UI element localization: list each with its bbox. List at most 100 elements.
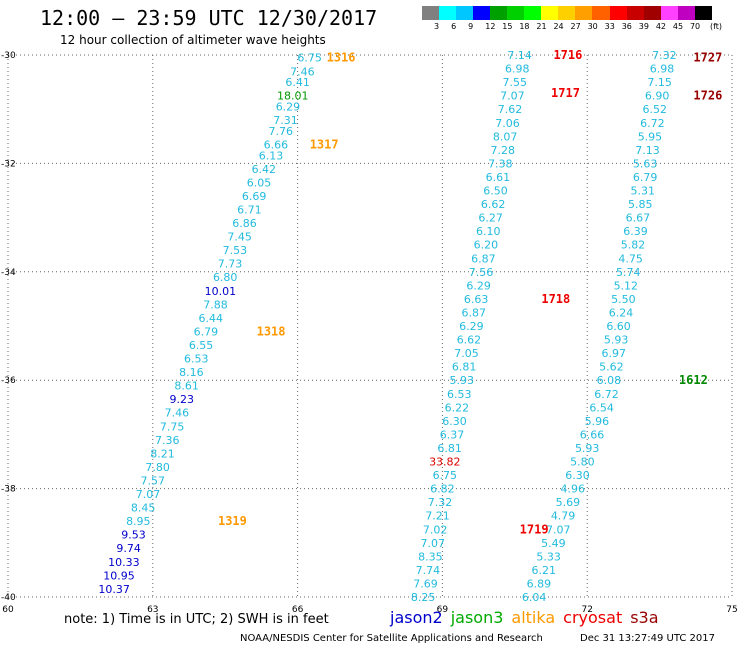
footer-timestamp: Dec 31 13:27:49 UTC 2017 [580,633,715,644]
x-tick-label: 75 [726,605,737,615]
satellite-legend: jason2 jason3 altika cryosat s3a [390,608,659,627]
legend-jason2: jason2 [390,608,443,627]
wave-height-label: 6.81 [437,442,462,455]
pass-time-label: 1612 [679,373,708,387]
header-title: 12:00 – 23:59 UTC 12/30/2017 [40,6,378,30]
x-tick-label: 60 [2,605,14,615]
wave-height-label: 6.61 [486,171,511,184]
wave-height-label: 6.29 [276,100,301,113]
wave-height-label: 7.32 [652,49,677,62]
wave-height-label: 6.52 [643,103,668,116]
wave-height-label: 9.23 [170,393,195,406]
y-tick-label: -34 [1,268,16,278]
wave-height-label: 7.88 [203,298,228,311]
colorbar-swatch [541,6,559,20]
wave-height-label: 6.86 [232,217,257,230]
wave-height-label: 18.01 [277,90,309,103]
wave-height-label: 33.82 [429,456,461,469]
wave-height-label: 6.71 [237,203,262,216]
wave-height-label: 7.38 [488,157,513,170]
wave-height-label: 5.85 [628,198,653,211]
footer-credit: NOAA/NESDIS Center for Satellite Applica… [240,633,543,644]
colorbar-tick-label: 18 [519,22,530,31]
wave-height-label: 6.53 [184,353,209,366]
wave-height-label: 6.30 [442,415,467,428]
wave-height-label: 8.16 [179,366,204,379]
wave-height-label: 6.80 [213,271,238,284]
wave-height-label: 5.96 [585,415,610,428]
colorbar-swatch [490,6,508,20]
wave-height-label: 7.36 [155,434,180,447]
wave-height-label: 7.75 [160,420,185,433]
wave-height-label: 6.62 [481,198,506,211]
wave-height-label: 6.79 [194,325,219,338]
colorbar-tick-label: 30 [587,22,598,31]
colorbar-swatch [643,6,661,20]
wave-height-label: 7.15 [647,76,672,89]
wave-height-label: 7.62 [498,103,523,116]
wave-height-label: 6.39 [623,225,648,238]
wave-height-label: 6.37 [440,428,465,441]
wave-height-label: 5.62 [599,361,624,374]
colorbar-swatch [694,6,712,20]
wave-height-label: 6.90 [645,90,670,103]
y-tick-label: -40 [1,593,16,603]
colorbar-swatch [558,6,576,20]
wave-height-label: 6.72 [640,117,665,130]
colorbar-swatch [456,6,474,20]
wave-height-label: 6.89 [527,577,552,590]
wave-height-label: 7.56 [469,266,494,279]
colorbar-swatch [626,6,644,20]
wave-height-label: 5.50 [611,293,636,306]
wave-height-label: 7.02 [423,523,448,536]
colorbar-tick-label: 36 [621,22,632,31]
colorbar-tick-label: 15 [502,22,513,31]
wave-height-label: 4.96 [560,483,585,496]
wave-height-label: 6.27 [478,212,503,225]
wave-height-label: 6.50 [483,185,508,198]
footer-note: note: 1) Time is in UTC; 2) SWH is in fe… [64,612,329,627]
wave-height-label: 7.28 [490,144,515,157]
wave-height-label: 8.07 [493,130,518,143]
colorbar-tick-label: 12 [485,22,496,31]
wave-height-label: 7.31 [273,114,298,127]
wave-height-label: 9.53 [121,529,146,542]
wave-height-label: 7.21 [425,510,450,523]
wave-height-label: 7.53 [223,244,248,257]
wave-height-label: 5.80 [570,456,595,469]
wave-height-label: 6.63 [464,293,489,306]
wave-height-label: 9.74 [116,542,141,555]
wave-height-label: 6.98 [650,63,675,76]
wave-height-label: 7.32 [428,496,453,509]
wave-height-label: 5.93 [449,374,474,387]
wave-height-label: 6.87 [471,252,496,265]
colorbar-swatch [439,6,457,20]
colorbar-swatch [422,6,440,20]
wave-height-label: 7.55 [503,76,528,89]
wave-height-label: 7.74 [416,564,441,577]
pass-time-label: 1727 [693,51,722,65]
wave-height-label: 6.41 [285,76,310,89]
colorbar: 3 6 9 12 15 18 21 24 27 30 33 36 39 42 45 70 (ft) [422,6,730,34]
pass-time-label: 1316 [327,51,356,65]
wave-height-label: 5.31 [630,185,655,198]
colorbar-swatch [473,6,491,20]
colorbar-swatch [507,6,525,20]
wave-height-label: 6.29 [466,279,491,292]
colorbar-tick-label: 6 [451,22,457,31]
pass-time-label: 1319 [218,514,247,528]
colorbar-tick-label: 21 [536,22,547,31]
wave-height-label: 6.62 [457,334,482,347]
wave-height-label: 8.35 [418,550,443,563]
colorbar-swatch [677,6,695,20]
wave-height-label: 7.46 [290,65,315,78]
wave-height-label: 6.24 [609,306,634,319]
x-tick-label: 63 [147,605,158,615]
wave-height-label: 6.08 [597,374,622,387]
wave-height-label: 6.75 [433,469,458,482]
wave-height-label: 6.05 [247,176,272,189]
pass-time-label: 1718 [541,292,570,306]
legend-cryosat: cryosat [563,608,623,627]
wave-height-label: 6.54 [589,401,614,414]
wave-height-label: 7.46 [165,407,190,420]
